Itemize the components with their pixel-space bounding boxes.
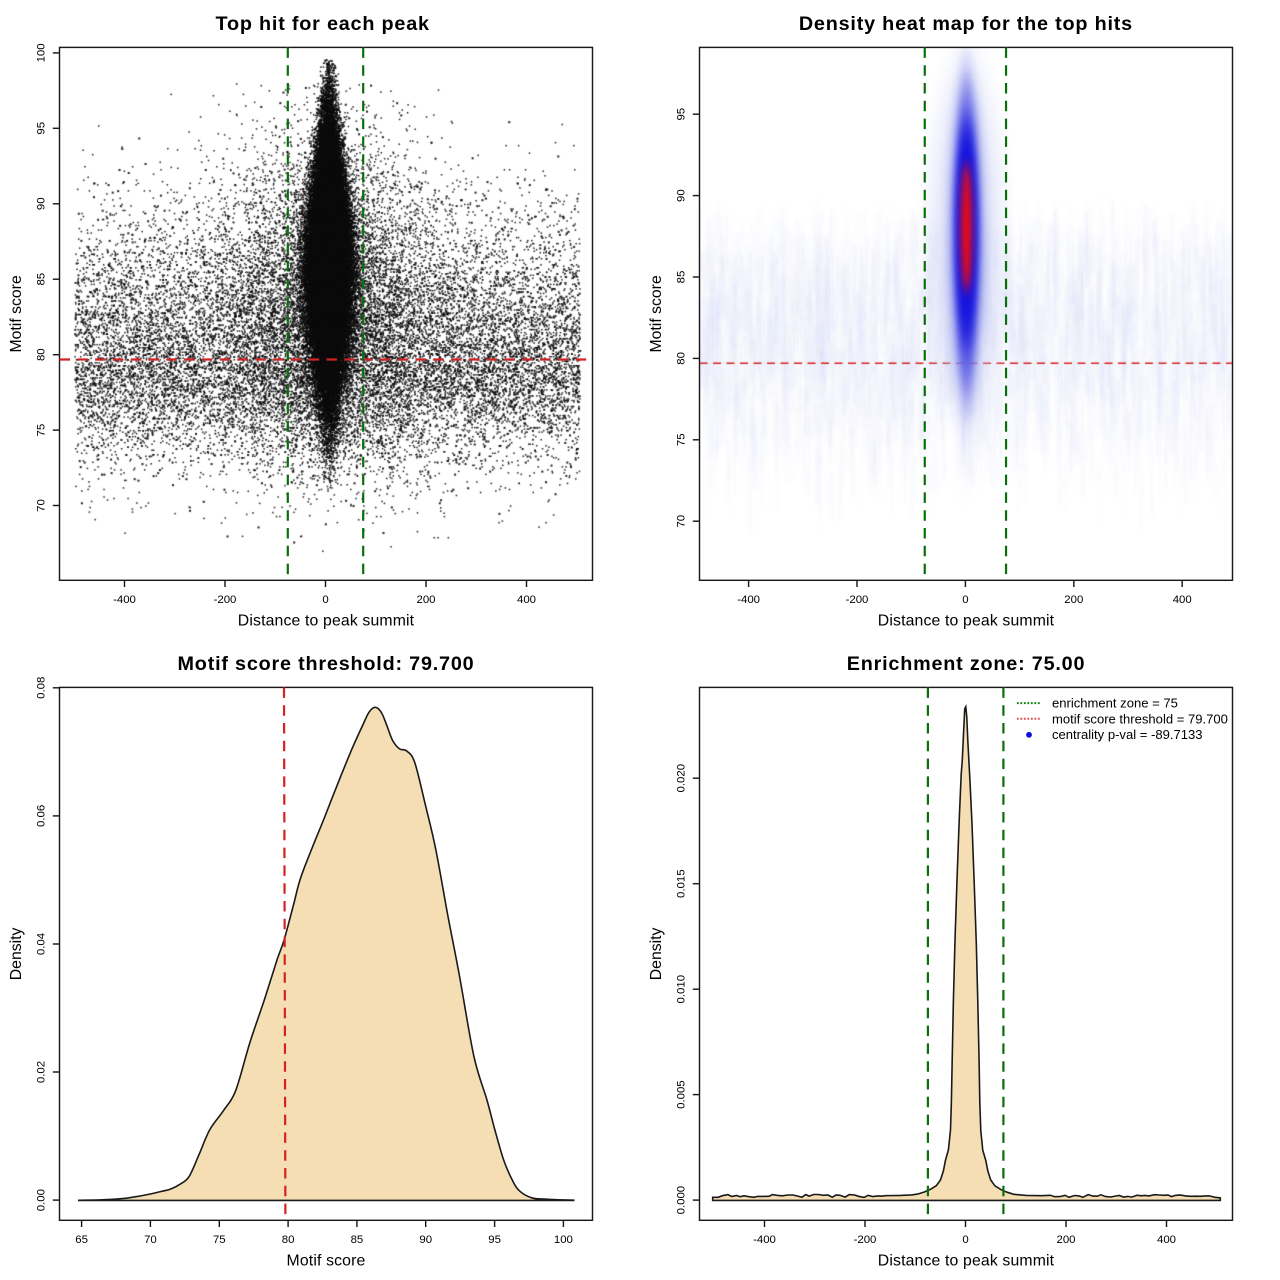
svg-text:90: 90 xyxy=(419,1234,432,1246)
svg-text:400: 400 xyxy=(1157,1234,1176,1246)
svg-text:-200: -200 xyxy=(846,594,869,606)
svg-text:Motif score threshold: 79.700: Motif score threshold: 79.700 xyxy=(178,653,475,675)
svg-text:-200: -200 xyxy=(214,594,237,606)
svg-text:200: 200 xyxy=(1056,1234,1075,1246)
svg-text:Motif score: Motif score xyxy=(287,1253,366,1270)
svg-text:Distance to peak summit: Distance to peak summit xyxy=(878,613,1055,630)
svg-text:0.020: 0.020 xyxy=(675,764,687,793)
svg-text:200: 200 xyxy=(1064,594,1083,606)
svg-text:Enrichment zone: 75.00: Enrichment zone: 75.00 xyxy=(847,653,1086,675)
svg-text:0.015: 0.015 xyxy=(675,869,687,898)
svg-text:0.00: 0.00 xyxy=(35,1189,47,1211)
svg-text:Distance to peak summit: Distance to peak summit xyxy=(878,1253,1055,1270)
svg-text:400: 400 xyxy=(517,594,536,606)
svg-text:90: 90 xyxy=(35,197,47,210)
svg-text:75: 75 xyxy=(675,433,687,446)
svg-text:100: 100 xyxy=(554,1234,573,1246)
svg-text:65: 65 xyxy=(75,1234,88,1246)
svg-text:0.000: 0.000 xyxy=(675,1186,687,1215)
svg-text:80: 80 xyxy=(282,1234,295,1246)
svg-text:90: 90 xyxy=(675,189,687,202)
svg-text:motif score threshold = 79.700: motif score threshold = 79.700 xyxy=(1052,711,1228,726)
svg-text:Density: Density xyxy=(648,927,665,980)
svg-text:0.06: 0.06 xyxy=(35,805,47,827)
svg-text:80: 80 xyxy=(35,348,47,361)
svg-text:200: 200 xyxy=(416,594,435,606)
svg-text:80: 80 xyxy=(675,352,687,365)
svg-text:95: 95 xyxy=(35,122,47,135)
svg-text:0: 0 xyxy=(962,1234,968,1246)
svg-text:Motif score: Motif score xyxy=(648,275,665,352)
svg-text:-200: -200 xyxy=(854,1234,877,1246)
svg-text:400: 400 xyxy=(1173,594,1192,606)
svg-text:0.08: 0.08 xyxy=(35,677,47,699)
svg-text:95: 95 xyxy=(488,1234,501,1246)
svg-text:0.010: 0.010 xyxy=(675,975,687,1004)
svg-text:0.005: 0.005 xyxy=(675,1080,687,1109)
svg-text:Density: Density xyxy=(8,927,25,980)
svg-text:85: 85 xyxy=(35,273,47,286)
svg-text:0: 0 xyxy=(962,594,968,606)
svg-text:-400: -400 xyxy=(113,594,136,606)
svg-text:-400: -400 xyxy=(753,1234,776,1246)
svg-text:70: 70 xyxy=(144,1234,157,1246)
svg-text:centrality p-val = -89.7133: centrality p-val = -89.7133 xyxy=(1052,727,1203,742)
svg-text:Density heat map for the top h: Density heat map for the top hits xyxy=(799,13,1133,35)
svg-text:Top hit for each peak: Top hit for each peak xyxy=(216,13,430,35)
svg-text:85: 85 xyxy=(351,1234,364,1246)
svg-text:85: 85 xyxy=(675,271,687,284)
svg-text:enrichment zone = 75: enrichment zone = 75 xyxy=(1052,695,1178,710)
svg-text:75: 75 xyxy=(213,1234,226,1246)
svg-text:100: 100 xyxy=(35,43,47,62)
svg-text:70: 70 xyxy=(675,515,687,528)
svg-text:0.04: 0.04 xyxy=(35,933,47,955)
svg-text:Motif score: Motif score xyxy=(8,275,25,352)
svg-text:0.02: 0.02 xyxy=(35,1061,47,1083)
svg-text:-400: -400 xyxy=(737,594,760,606)
svg-text:0: 0 xyxy=(322,594,328,606)
svg-text:75: 75 xyxy=(35,424,47,437)
svg-text:Distance to peak summit: Distance to peak summit xyxy=(238,613,415,630)
svg-text:70: 70 xyxy=(35,499,47,512)
svg-text:95: 95 xyxy=(675,108,687,121)
